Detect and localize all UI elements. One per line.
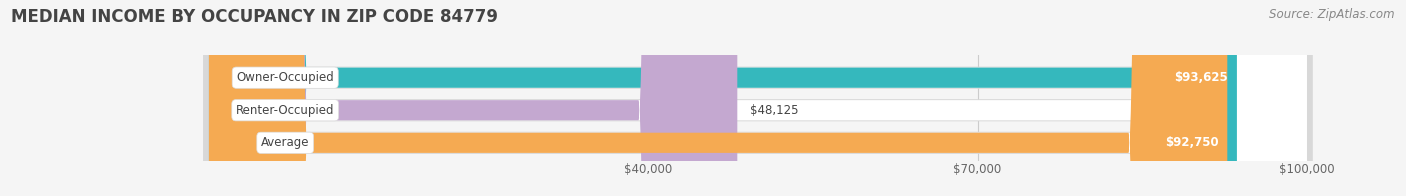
Text: Renter-Occupied: Renter-Occupied (236, 104, 335, 117)
Text: Average: Average (262, 136, 309, 149)
FancyBboxPatch shape (209, 0, 1237, 196)
FancyBboxPatch shape (204, 0, 1312, 196)
FancyBboxPatch shape (209, 0, 1308, 196)
Text: $92,750: $92,750 (1166, 136, 1219, 149)
FancyBboxPatch shape (209, 0, 1308, 196)
FancyBboxPatch shape (204, 0, 1312, 196)
FancyBboxPatch shape (204, 0, 1312, 196)
Text: Owner-Occupied: Owner-Occupied (236, 71, 335, 84)
Text: $93,625: $93,625 (1174, 71, 1227, 84)
Text: MEDIAN INCOME BY OCCUPANCY IN ZIP CODE 84779: MEDIAN INCOME BY OCCUPANCY IN ZIP CODE 8… (11, 8, 498, 26)
Text: Source: ZipAtlas.com: Source: ZipAtlas.com (1270, 8, 1395, 21)
FancyBboxPatch shape (209, 0, 1308, 196)
Text: $48,125: $48,125 (751, 104, 799, 117)
FancyBboxPatch shape (209, 0, 737, 196)
FancyBboxPatch shape (209, 0, 1227, 196)
